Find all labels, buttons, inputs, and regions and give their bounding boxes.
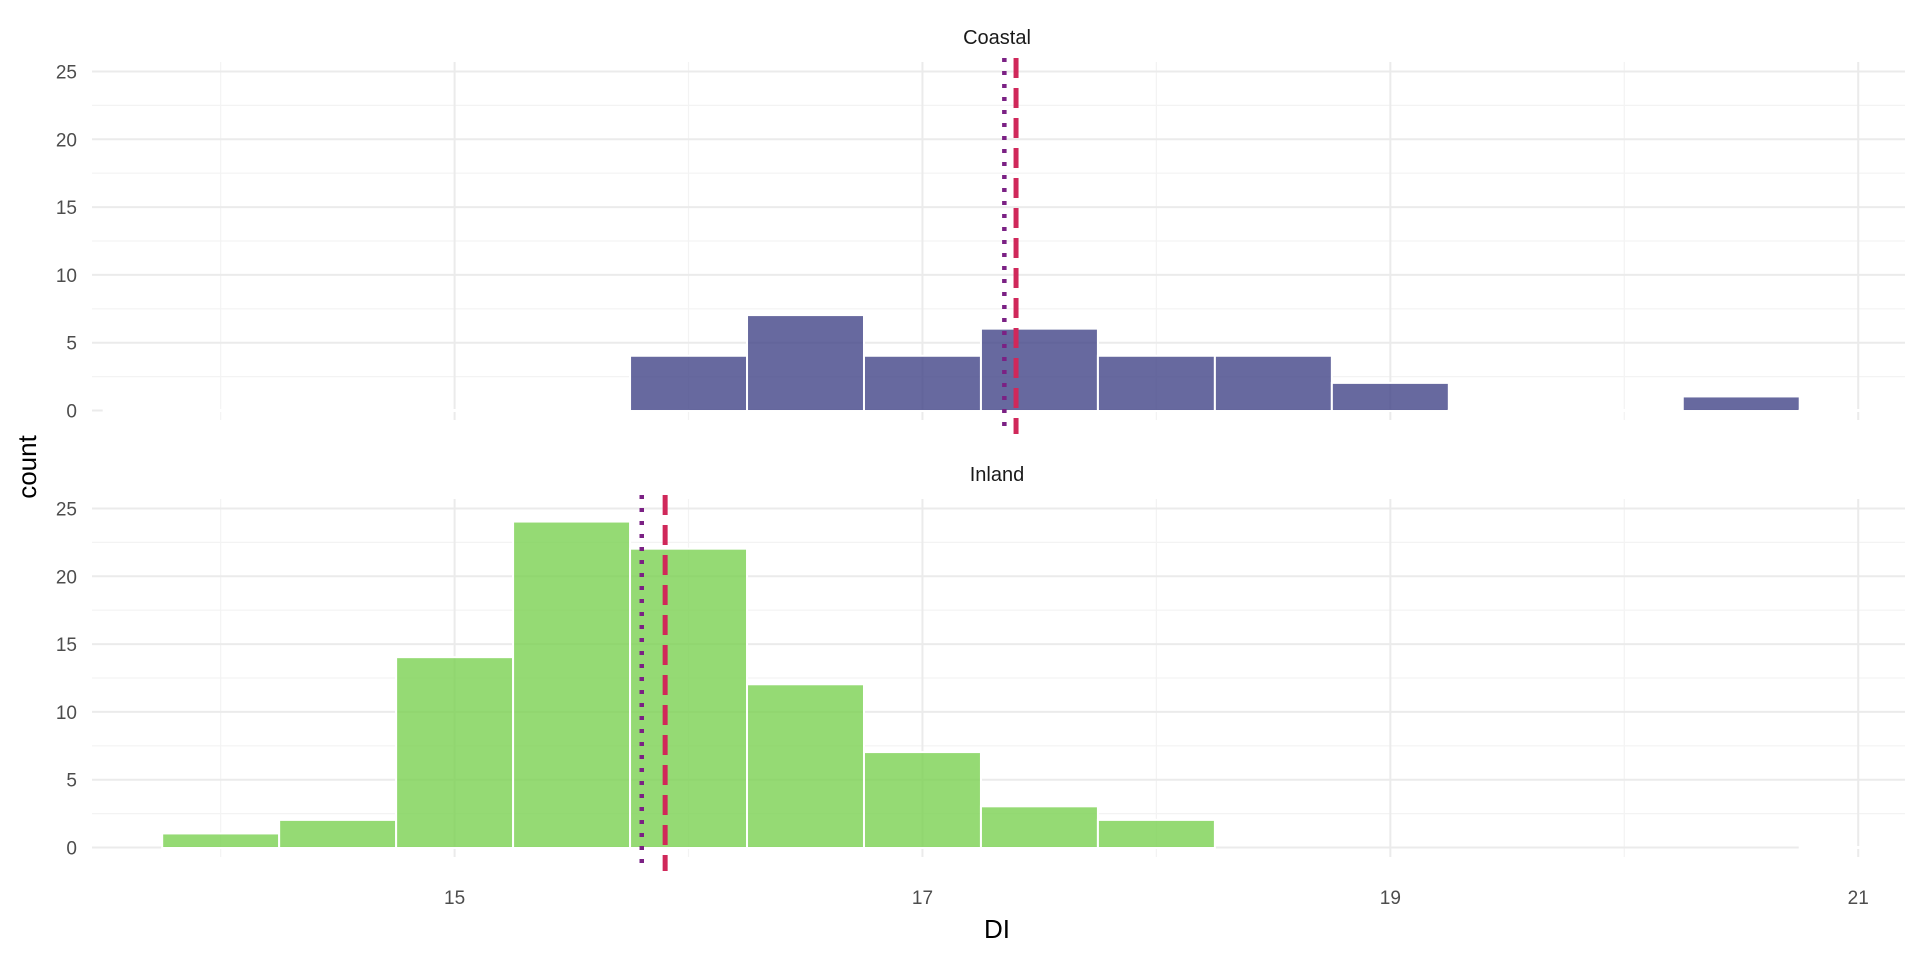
histogram-bar-coastal	[453, 409, 573, 413]
panel-inland: Inland 0 5 10 15 20 25	[56, 464, 1918, 871]
bars-inland	[161, 520, 1918, 850]
reference-lines-inland	[639, 495, 668, 871]
y-axis-ticks-coastal: 0 5 10 15 20 25	[56, 62, 77, 422]
histogram-bar-inland	[629, 547, 749, 850]
histogram-bar-coastal	[1447, 409, 1567, 413]
y-tick-label-coastal: 15	[56, 198, 77, 219]
x-tick-label: 21	[1848, 888, 1869, 909]
histogram-bar-coastal	[336, 409, 456, 413]
y-tick-label-inland: 0	[66, 839, 77, 860]
histogram-bar-coastal	[1798, 409, 1918, 413]
y-tick-label-coastal: 20	[56, 130, 77, 151]
y-tick-label-coastal: 10	[56, 266, 77, 287]
x-axis-ticks: 15 17 19 21	[444, 888, 1869, 909]
histogram-bar-inland	[746, 683, 865, 850]
histogram-bar-coastal	[862, 354, 982, 413]
x-tick-label: 15	[444, 888, 465, 909]
histogram-bar-inland	[1798, 846, 1918, 850]
panel-coastal: Coastal 0 5 10 15 20 25	[56, 27, 1918, 434]
histogram-bar-inland	[862, 751, 982, 850]
histogram-bar-inland	[278, 818, 398, 850]
y-tick-label-coastal: 25	[56, 62, 77, 83]
histogram-bar-coastal	[102, 409, 222, 413]
histogram-bar-coastal	[1096, 354, 1216, 413]
y-tick-label-coastal: 0	[66, 402, 77, 423]
histogram-bar-coastal	[1681, 395, 1801, 413]
strip-label-coastal: Coastal	[963, 27, 1031, 49]
histogram-bar-inland	[1096, 818, 1216, 850]
histogram-bar-inland	[512, 520, 632, 850]
strip-label-inland: Inland	[970, 464, 1025, 486]
y-tick-label-inland: 20	[56, 567, 77, 588]
x-axis-title: DI	[984, 914, 1010, 944]
y-tick-label-inland: 25	[56, 499, 77, 520]
reference-lines-coastal	[1002, 58, 1019, 434]
y-tick-label-inland: 5	[66, 771, 77, 792]
x-tick-label: 19	[1380, 888, 1401, 909]
histogram-bar-inland	[395, 656, 515, 850]
histogram-bar-coastal	[1564, 409, 1684, 413]
histogram-bar-coastal	[979, 327, 1099, 413]
histogram-bar-coastal	[1330, 381, 1450, 413]
y-axis-title: count	[12, 434, 42, 498]
histogram-bar-coastal	[746, 314, 865, 413]
y-tick-label-inland: 10	[56, 703, 77, 724]
y-tick-label-coastal: 5	[66, 334, 77, 355]
histogram-bar-inland	[161, 832, 281, 850]
histogram-bar-coastal	[219, 409, 339, 413]
x-tick-label: 17	[912, 888, 933, 909]
gridlines-inland	[92, 499, 1905, 857]
y-tick-label-inland: 15	[56, 635, 77, 656]
histogram-bar-coastal	[1213, 354, 1333, 413]
bars-coastal	[102, 314, 1918, 413]
histogram-bar-inland	[979, 805, 1099, 850]
y-axis-ticks-inland: 0 5 10 15 20 25	[56, 499, 77, 859]
histogram-bar-coastal	[629, 354, 749, 413]
